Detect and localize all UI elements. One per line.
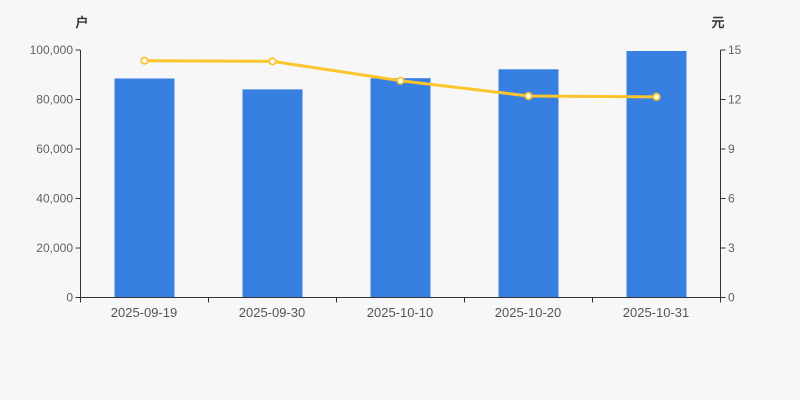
right-axis-tick-label: 12: [728, 93, 742, 107]
x-axis-label: 2025-09-30: [239, 305, 306, 320]
left-axis-tick-label: 100,000: [30, 43, 74, 57]
left-axis-title: 户: [75, 15, 88, 30]
x-axis-label: 2025-10-20: [495, 305, 562, 320]
price-point-2025-10-20: [524, 91, 533, 101]
right-axis-tick-label: 15: [728, 43, 742, 57]
bar-2025-09-30: [242, 89, 303, 298]
bar-2025-10-20: [498, 69, 559, 298]
bars-layer: [114, 51, 687, 298]
right-axis-tick-label: 3: [728, 241, 735, 255]
price-point-2025-10-10: [396, 76, 405, 85]
price-point-2025-10-31: [652, 92, 661, 102]
bar-2025-09-19: [114, 78, 175, 298]
left-axis-tick-label: 0: [66, 291, 73, 305]
right-axis-tick-label: 0: [728, 291, 735, 305]
right-axis-tick-label: 6: [728, 192, 735, 206]
bar-2025-10-10: [370, 78, 431, 298]
x-axis-label: 2025-09-19: [111, 305, 178, 320]
left-axis-tick-label: 80,000: [36, 93, 73, 107]
left-axis-tick-label: 40,000: [36, 192, 73, 206]
axes-layer: [75, 49, 726, 303]
left-axis-tick-label: 20,000: [36, 241, 73, 255]
line-layer: [140, 56, 661, 102]
right-axis-title: 元: [711, 15, 724, 30]
right-axis-tick-label: 9: [728, 142, 735, 156]
price-point-2025-09-30: [268, 57, 277, 66]
x-axis-label: 2025-10-31: [623, 305, 690, 320]
x-axis-label: 2025-10-10: [367, 305, 434, 320]
bar-2025-10-31: [626, 51, 687, 298]
price-point-2025-09-19: [140, 56, 149, 65]
left-axis-tick-label: 60,000: [36, 142, 73, 156]
